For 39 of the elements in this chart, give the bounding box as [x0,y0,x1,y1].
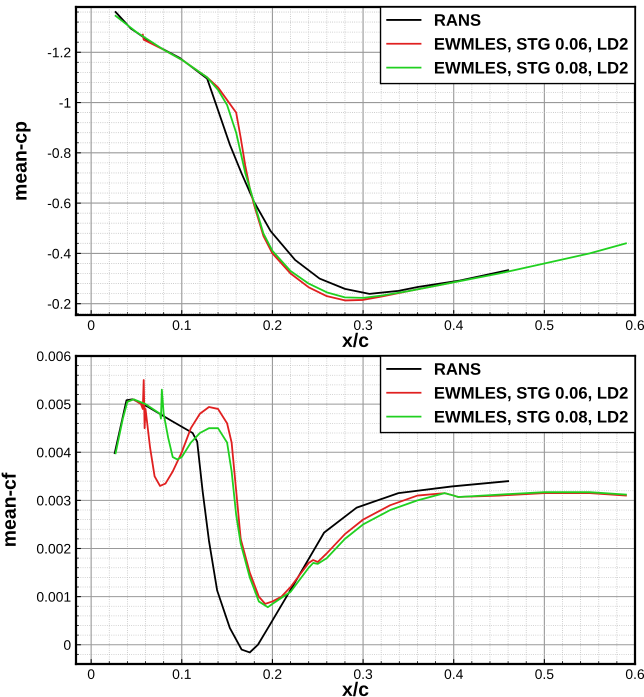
x-tick-label: 0.5 [535,320,554,330]
x-axis-title: x/c [342,682,368,696]
y-tick-label: 0.001 [36,592,70,602]
y-tick-label: 0.004 [36,448,71,458]
y-tick-label: -1.2 [48,48,70,58]
y-axis-title: mean-cf [2,472,16,546]
x-tick-label: 0.6 [626,320,644,330]
y-tick-label: 0.006 [36,351,71,362]
legend-label: RANS [434,363,480,375]
x-tick-label: 0 [88,320,94,330]
y-tick-label: -0.8 [48,148,71,158]
x-tick-label: 0.3 [354,320,372,330]
y-tick-label: -0.4 [48,248,71,259]
line-series [114,14,627,299]
y-tick-label: -0.6 [48,198,71,208]
x-tick-label: 0.4 [444,669,463,680]
legend-label: EWMLES, STG 0.08, LD2 [434,410,628,426]
y-tick-label: -1 [59,98,70,108]
x-tick-label: 0.3 [354,669,372,680]
y-tick-label: 0.002 [36,544,70,554]
y-tick-label: 0.005 [36,399,71,410]
x-tick-label: 0.6 [626,669,644,680]
x-tick-label: 0.1 [172,669,191,680]
line-series [114,11,510,295]
x-tick-label: 0.5 [535,669,554,680]
legend-label: EWMLES, STG 0.06, LD2 [434,38,628,52]
x-tick-label: 0.1 [172,320,191,330]
y-axis-title: mean-cp [16,122,31,200]
y-tick-label: 0.003 [36,496,71,506]
x-tick-label: 0 [88,669,94,680]
legend-label: EWMLES, STG 0.06, LD2 [434,386,628,402]
legend-label: EWMLES, STG 0.08, LD2 [434,62,628,76]
x-axis-title: x/c [342,332,368,348]
x-tick-label: 0.2 [263,669,282,680]
y-tick-label: 0 [64,640,71,650]
x-tick-label: 0.2 [263,320,282,330]
x-tick-label: 0.4 [444,320,463,330]
y-tick-label: -0.2 [48,299,70,309]
legend-label: RANS [434,14,480,26]
